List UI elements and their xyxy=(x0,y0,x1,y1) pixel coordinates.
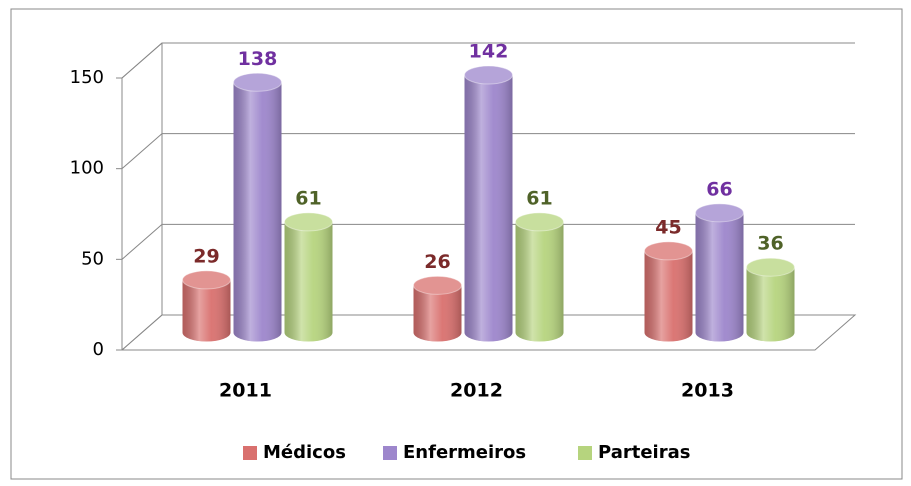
bar-shade xyxy=(746,267,795,342)
y-tick-label: 150 xyxy=(70,67,104,88)
data-label: 36 xyxy=(757,233,783,255)
bar-shade xyxy=(515,221,564,342)
data-label: 61 xyxy=(295,187,321,209)
data-label: 61 xyxy=(526,187,552,209)
y-tick-label: 50 xyxy=(81,248,104,269)
bar-top xyxy=(284,212,333,232)
data-label: 26 xyxy=(424,251,450,273)
legend-swatch xyxy=(243,446,257,460)
bar-top xyxy=(233,72,282,92)
bar-top xyxy=(695,203,744,223)
bar-top xyxy=(515,212,564,232)
bar-shade xyxy=(464,75,513,342)
y-tick-label: 0 xyxy=(93,339,104,360)
grid-line xyxy=(121,223,855,260)
x-tick-label: 2013 xyxy=(681,380,734,402)
bar-top-light xyxy=(746,258,795,277)
bar-top-light xyxy=(515,212,564,231)
bar-top-light xyxy=(413,276,462,295)
data-label: 45 xyxy=(655,216,681,238)
bar-top-light xyxy=(284,212,333,231)
bar-shade xyxy=(284,221,333,342)
bar-top-light xyxy=(644,241,693,260)
data-label: 142 xyxy=(469,41,509,63)
legend-label: Médicos xyxy=(263,442,346,463)
y-tick-label: 100 xyxy=(70,158,104,179)
x-tick-label: 2011 xyxy=(219,380,272,402)
data-label: 138 xyxy=(238,48,278,70)
bar-shade xyxy=(695,212,744,342)
grid-line xyxy=(121,42,855,79)
bar-top xyxy=(464,65,513,85)
legend-label: Enfermeiros xyxy=(403,442,526,463)
bar-top-light xyxy=(464,66,513,85)
bar-top-light xyxy=(182,270,231,289)
legend-swatch xyxy=(383,446,397,460)
chart-border xyxy=(10,8,903,480)
bar-shade xyxy=(182,279,231,342)
bar-shade xyxy=(413,285,462,342)
bar-top xyxy=(746,257,795,277)
bar-top xyxy=(413,275,462,295)
x-tick-label: 2012 xyxy=(450,380,503,402)
grid-line xyxy=(121,314,855,351)
data-label: 66 xyxy=(706,178,732,200)
bar-top-light xyxy=(695,203,744,222)
bar-shade xyxy=(233,82,282,342)
data-label: 29 xyxy=(193,245,219,267)
bar-top xyxy=(644,241,693,261)
bar-top xyxy=(182,270,231,290)
legend-label: Parteiras xyxy=(598,442,690,463)
legend-swatch xyxy=(578,446,592,460)
bar-shade xyxy=(644,250,693,342)
bar-top-light xyxy=(233,73,282,92)
grid-line xyxy=(121,133,855,170)
